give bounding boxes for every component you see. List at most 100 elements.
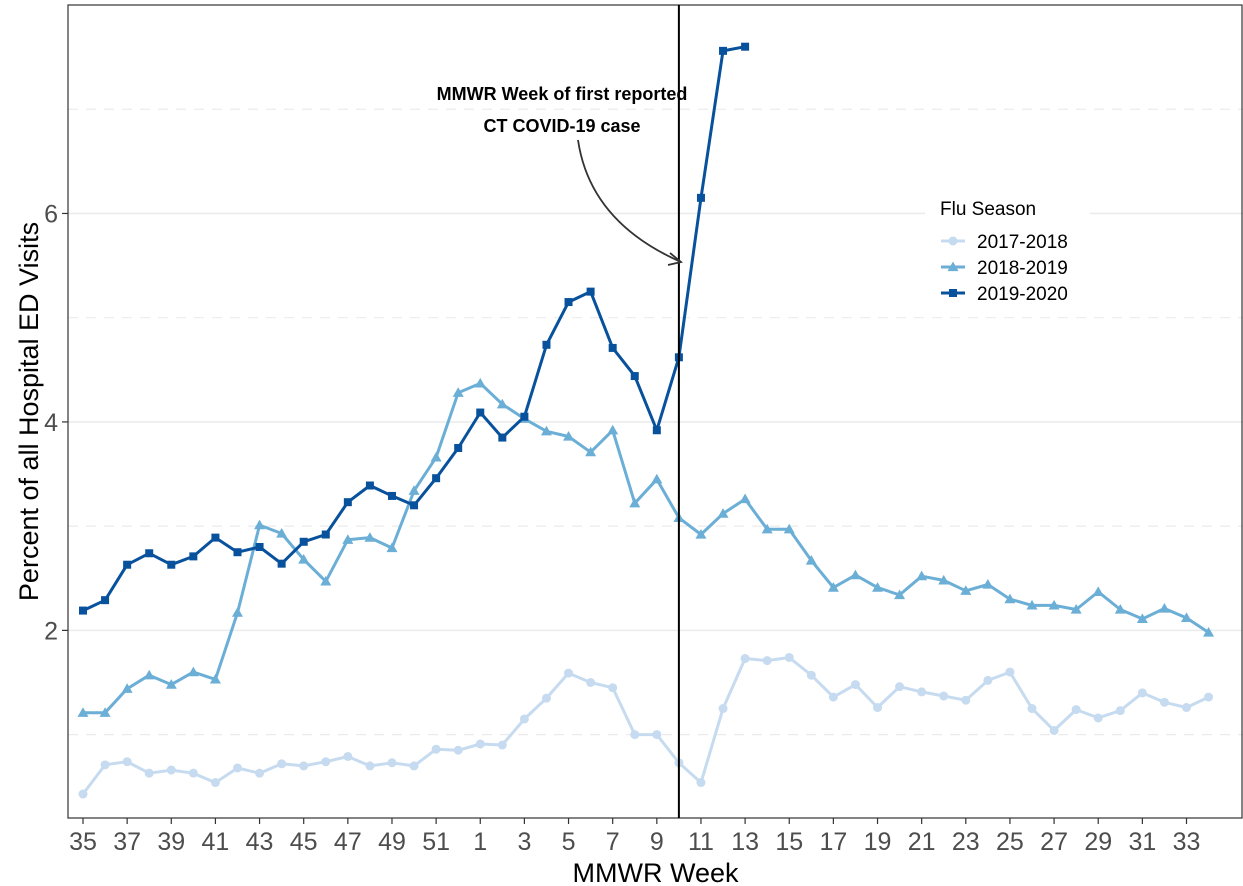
data-point [298, 554, 310, 564]
data-point [299, 761, 309, 771]
data-point [1159, 697, 1169, 707]
series-layer [77, 42, 1215, 799]
series-line [83, 381, 1210, 715]
data-point [1070, 604, 1082, 614]
data-point [1136, 613, 1148, 624]
data-point [784, 652, 794, 662]
data-point [564, 668, 574, 678]
data-point [873, 703, 883, 713]
data-point [497, 740, 507, 750]
data-point [849, 569, 861, 580]
x-tick-label: 25 [996, 828, 1024, 856]
data-point [1027, 704, 1037, 714]
y-tick-label: 6 [44, 200, 58, 228]
data-point [255, 543, 264, 551]
data-point [695, 528, 707, 539]
data-point [762, 656, 772, 666]
data-point [453, 745, 463, 755]
data-point [299, 537, 308, 546]
data-point [144, 768, 154, 778]
data-point [938, 574, 950, 585]
data-point [387, 758, 397, 768]
data-point [608, 683, 618, 693]
data-point [806, 670, 816, 680]
x-tick-label: 7 [606, 828, 620, 856]
x-tick-label: 51 [422, 828, 450, 856]
x-tick-label: 9 [650, 828, 664, 856]
legend: Flu Season 2017-2018 2018-2019 2019-2020 [925, 190, 1090, 310]
data-point [894, 589, 906, 600]
data-point [541, 693, 551, 703]
x-tick-label: 13 [731, 828, 759, 856]
x-tick-label: 17 [819, 828, 847, 856]
x-tick-label: 11 [688, 828, 714, 856]
data-point [475, 739, 485, 749]
data-point [410, 501, 419, 510]
x-tick-label: 39 [157, 828, 185, 856]
x-tick-label: 15 [775, 828, 803, 856]
data-point [629, 497, 641, 508]
data-point [961, 695, 971, 705]
x-tick-label: 33 [1173, 828, 1201, 856]
legend-key-marker [949, 289, 957, 297]
data-point [563, 431, 575, 441]
data-point [983, 675, 993, 685]
x-tick-label: 35 [69, 828, 97, 856]
annotation: MMWR Week of first reported CT COVID-19 … [437, 84, 688, 266]
data-point [165, 679, 177, 689]
legend-item-2019-2020: 2019-2020 [941, 284, 1068, 305]
data-point [387, 491, 396, 500]
data-point [320, 575, 332, 586]
data-point [741, 42, 750, 51]
x-tick-label: 23 [952, 828, 980, 856]
annotation-arrow [577, 139, 682, 263]
data-point [783, 523, 795, 534]
y-axis-title: Percent of all Hospital ED Visits [14, 222, 44, 601]
x-tick-label: 3 [517, 828, 531, 856]
data-point [1182, 703, 1191, 713]
legend-title: Flu Season [940, 199, 1036, 220]
y-tick-label: 4 [44, 409, 58, 437]
data-point [365, 481, 374, 490]
data-point [167, 560, 176, 569]
legend-label: 2018-2019 [977, 258, 1068, 279]
data-point [607, 424, 619, 435]
x-tick-label: 45 [290, 828, 318, 856]
data-point [895, 682, 905, 692]
legend-item-2018-2019: 2018-2019 [941, 258, 1068, 279]
data-point [343, 752, 353, 762]
data-point [761, 523, 773, 534]
annotation-text-line-1: MMWR Week of first reported [437, 84, 688, 104]
data-point [498, 433, 507, 442]
plot-panel-border [67, 4, 1243, 819]
data-point [1158, 602, 1170, 613]
data-point [432, 474, 441, 483]
x-tick-label: 49 [378, 828, 406, 856]
annotation-text-line-2: CT COVID-19 case [483, 116, 640, 136]
data-point [586, 678, 596, 687]
data-point [122, 757, 132, 767]
data-point [101, 596, 110, 605]
data-point [1137, 688, 1147, 698]
x-tick-label: 43 [246, 828, 274, 856]
data-point [585, 446, 597, 457]
data-point [187, 666, 199, 677]
data-point [166, 765, 176, 775]
data-point [1204, 692, 1214, 702]
data-point [431, 744, 441, 754]
data-point [233, 548, 242, 557]
data-point [1005, 667, 1015, 677]
data-point [143, 669, 155, 680]
data-point [121, 683, 133, 693]
y-axis: 2 4 6 [44, 200, 68, 645]
data-point [232, 763, 242, 773]
data-point [586, 287, 595, 296]
data-point [916, 570, 928, 581]
x-axis-title: MMWR Week [573, 858, 739, 886]
x-tick-label: 27 [1040, 828, 1068, 856]
data-point [123, 560, 132, 569]
data-point [630, 730, 640, 740]
data-point [850, 680, 860, 690]
data-point [145, 549, 154, 558]
x-tick-label: 1 [473, 828, 487, 856]
